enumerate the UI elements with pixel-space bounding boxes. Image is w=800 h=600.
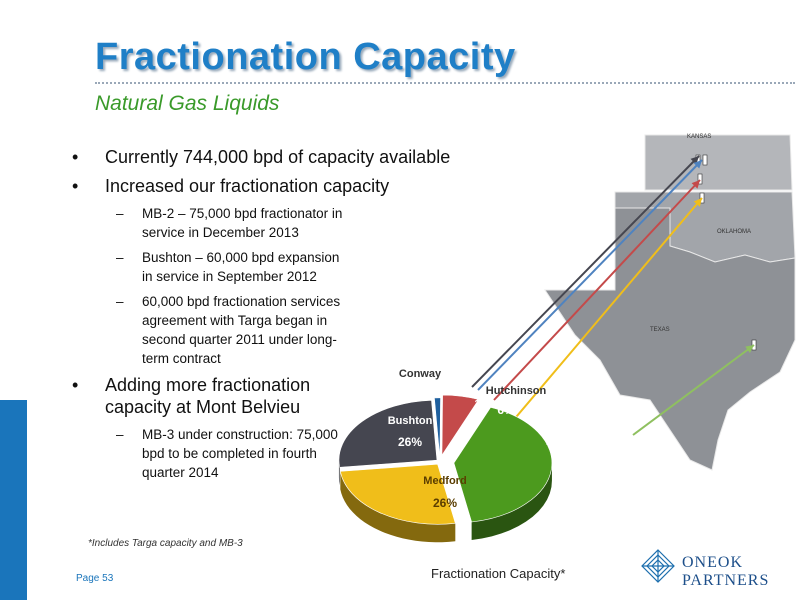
pie-chart <box>338 394 553 543</box>
bullet-2: Increased our fractionation capacity <box>70 175 490 197</box>
region-map: KANSAS OKLAHOMA TEXAS <box>544 134 796 471</box>
page-number: Page 53 <box>76 573 114 584</box>
sub-bullet-mb2: MB-2 – 75,000 bpd fractionator in servic… <box>70 204 352 242</box>
pie-slice-side-mont-belvieu <box>471 462 552 541</box>
pie-label-bushton: Bushton <box>388 415 433 427</box>
bullet-1: Currently 744,000 bpd of capacity availa… <box>70 146 490 168</box>
pie-slice-top-medford <box>339 463 456 525</box>
company-logo: ONEOK PARTNERS <box>640 548 800 598</box>
pie-slice-top-conway <box>434 397 441 458</box>
pie-slice-side-medford <box>340 471 456 543</box>
map-kansas <box>644 134 793 191</box>
pie-label-conway: Conway <box>399 368 442 380</box>
logo-text-partners: PARTNERS <box>682 572 770 589</box>
pie-slice-mont-belvieu <box>453 407 553 541</box>
pie-slice-medford <box>339 463 456 543</box>
pie-value-bushton: 26% <box>398 435 422 449</box>
logo-icon <box>641 549 675 583</box>
bullet-list: Currently 744,000 bpd of capacity availa… <box>70 146 490 488</box>
pie-value-conway: 1% <box>474 397 492 411</box>
sub-bullet-bushton: Bushton – 60,000 bpd expansion in servic… <box>70 248 352 286</box>
sub-bullet-targa: 60,000 bpd fractionation services agreem… <box>70 292 347 368</box>
pie-labels: Mont Belvieu 41% Medford 26% Bushton 26% Conwa… <box>388 368 615 510</box>
pie-slice-bushton <box>338 399 438 486</box>
pie-slice-top-bushton <box>338 399 438 468</box>
arrow-medford <box>499 197 703 437</box>
arrow-hutchinson <box>493 179 701 401</box>
page-title: Fractionation Capacity <box>95 36 516 78</box>
pie-slice-top-hutchinson <box>441 394 480 457</box>
pie-slice-conway <box>434 397 441 458</box>
map-label-texas: TEXAS <box>650 327 670 333</box>
bullet-3: Adding more fractionation capacity at Mo… <box>70 374 355 418</box>
arrow-mont-belvieu <box>632 344 755 436</box>
pie-label-medford: Medford <box>423 475 466 487</box>
logo-text-oneok: ONEOK <box>682 554 743 571</box>
left-accent-bar <box>0 400 27 600</box>
map-label-oklahoma: OKLAHOMA <box>717 229 751 235</box>
page-subtitle: Natural Gas Liquids <box>95 92 280 115</box>
arrow-conway <box>477 159 703 391</box>
pie-slice-hutchinson <box>441 394 480 457</box>
pie-slice-top-mont-belvieu <box>453 407 553 523</box>
map-label-kansas: KANSAS <box>687 134 711 140</box>
plant-marker-bushton <box>702 154 708 166</box>
chart-caption: Fractionation Capacity* <box>431 566 566 581</box>
sub-bullet-mb3: MB-3 under construction: 75,000 bpd to b… <box>70 425 352 482</box>
title-divider <box>95 82 795 84</box>
pie-value-medford: 26% <box>433 496 457 510</box>
plant-marker-hutchinson <box>697 173 703 185</box>
pie-value-hutchinson: 6% <box>497 403 515 417</box>
pie-label-hutchinson: Hutchinson <box>486 385 547 397</box>
footnote: *Includes Targa capacity and MB-3 <box>88 538 243 549</box>
pie-value-mont-belvieu: 41% <box>585 464 609 478</box>
pie-label-mont-belvieu: Mont Belvieu <box>546 436 614 448</box>
location-arrows <box>471 155 755 437</box>
